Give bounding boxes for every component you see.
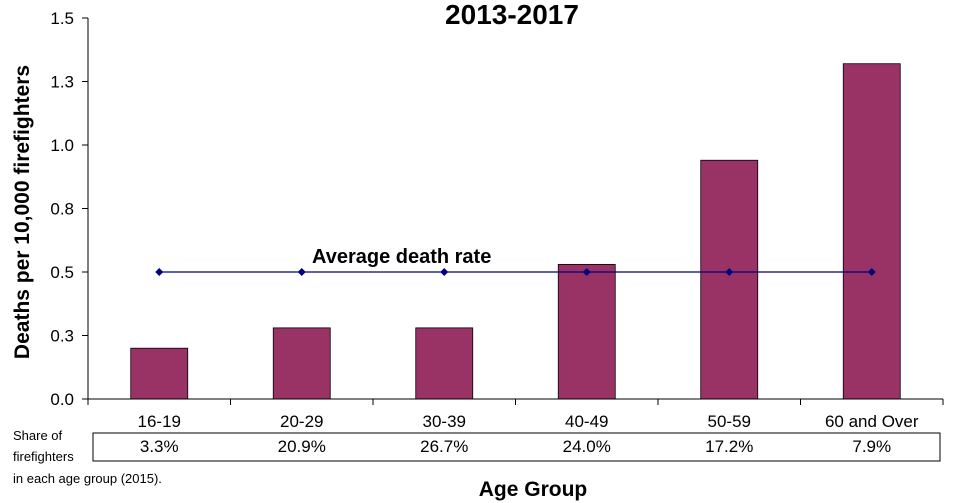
x-tick-label: 20-29: [280, 412, 323, 431]
share-table-box: [92, 432, 941, 462]
average-line-group: Average death rate: [155, 246, 876, 276]
share-table: 3.3% 20.9% 26.7% 24.0% 17.2% 7.9%: [92, 432, 941, 462]
average-point: [867, 268, 876, 276]
bar: [130, 347, 189, 400]
x-axis-label: Age Group: [479, 478, 588, 501]
share-value: 7.9%: [852, 437, 891, 456]
share-value: 26.7%: [420, 437, 468, 456]
bar: [700, 159, 759, 400]
x-tick-label: 50-59: [708, 412, 751, 431]
y-tick-label: 0.3: [50, 327, 74, 346]
share-value: 20.9%: [278, 437, 326, 456]
share-table-label: Share of firefighters in each age group (2…: [13, 428, 162, 486]
y-axis: 0.0 0.3 0.5 0.8 1.0 1.3 1.5: [50, 9, 88, 409]
average-label: Average death rate: [312, 246, 491, 268]
x-tick-label: 40-49: [565, 412, 608, 431]
share-value: 24.0%: [563, 437, 611, 456]
bar: [842, 63, 901, 400]
x-axis-categories: 16-19 20-29 30-39 40-49 50-59 60 and Over: [138, 412, 919, 431]
y-tick-label: 0.0: [50, 390, 74, 409]
axes: [87, 18, 944, 405]
share-label-line: in each age group (2015).: [13, 471, 162, 486]
average-point: [155, 268, 164, 276]
x-tick-label: 30-39: [423, 412, 466, 431]
average-point: [725, 268, 734, 276]
x-tick-label: 16-19: [138, 412, 181, 431]
share-label-line: firefighters: [13, 449, 74, 464]
share-label-line: Share of: [13, 428, 63, 443]
average-point: [297, 268, 306, 276]
bars: [130, 63, 901, 400]
average-point: [582, 268, 591, 276]
share-value: 17.2%: [705, 437, 753, 456]
share-value: 3.3%: [140, 437, 179, 456]
y-tick-label: 0.5: [50, 263, 74, 282]
y-axis-label: Deaths per 10,000 firefighters: [11, 65, 34, 359]
bar: [557, 263, 616, 400]
y-tick-label: 1.0: [50, 136, 74, 155]
y-tick-label: 1.3: [50, 73, 74, 92]
y-tick-label: 0.8: [50, 200, 74, 219]
average-point: [440, 268, 449, 276]
chart-title: 2013-2017: [445, 0, 579, 30]
y-tick-label: 1.5: [50, 9, 74, 28]
bar: [415, 327, 474, 400]
x-tick-label: 60 and Over: [825, 412, 919, 431]
bar: [272, 327, 331, 400]
